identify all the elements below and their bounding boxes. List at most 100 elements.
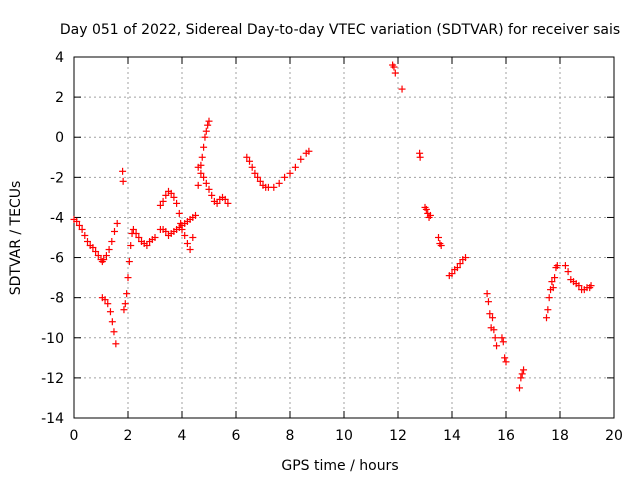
data-point xyxy=(544,306,552,314)
data-point xyxy=(189,234,197,241)
data-point xyxy=(491,334,499,342)
data-point xyxy=(78,225,86,233)
data-point xyxy=(113,219,121,227)
grid-lines xyxy=(74,57,614,418)
data-point xyxy=(183,240,191,248)
data-point xyxy=(208,191,216,199)
data-point xyxy=(156,201,164,209)
data-point xyxy=(516,384,523,392)
data-point xyxy=(256,177,264,185)
data-point xyxy=(483,290,491,298)
data-point xyxy=(502,358,510,366)
x-tick-label: 18 xyxy=(551,428,569,444)
data-point xyxy=(84,238,91,246)
data-point xyxy=(575,282,583,290)
data-point xyxy=(159,197,167,205)
data-point xyxy=(224,199,232,207)
x-tick-label: 12 xyxy=(389,428,407,444)
data-point xyxy=(119,177,127,185)
data-point xyxy=(305,147,313,155)
x-tick-label: 4 xyxy=(178,428,187,444)
data-point xyxy=(205,117,213,125)
data-point xyxy=(564,268,572,276)
x-tick-label: 6 xyxy=(232,428,241,444)
data-point xyxy=(204,121,212,129)
data-point xyxy=(135,234,143,241)
plot-frame xyxy=(73,56,615,419)
data-point xyxy=(121,300,129,308)
data-point xyxy=(548,278,556,286)
data-point xyxy=(170,193,178,201)
x-tick-label: 8 xyxy=(286,428,295,444)
data-point xyxy=(453,264,461,272)
data-point xyxy=(143,242,151,250)
x-tick-label: 14 xyxy=(443,428,461,444)
data-point xyxy=(246,157,253,165)
y-tick-label: -14 xyxy=(41,411,64,427)
data-point xyxy=(456,260,464,268)
data-point xyxy=(167,189,175,197)
data-point xyxy=(92,248,100,256)
data-point xyxy=(587,282,595,290)
data-point xyxy=(213,199,221,207)
data-point xyxy=(553,262,561,270)
data-point xyxy=(200,143,208,151)
data-point xyxy=(186,246,194,254)
x-tick-label: 20 xyxy=(605,428,623,444)
data-point xyxy=(437,242,445,250)
data-point xyxy=(162,191,170,199)
data-point xyxy=(173,199,181,207)
data-point xyxy=(102,252,110,260)
data-point xyxy=(192,211,199,219)
data-point xyxy=(520,366,528,374)
y-tick-label: -4 xyxy=(50,210,64,226)
data-point xyxy=(108,238,116,246)
data-point xyxy=(100,256,108,264)
data-point xyxy=(105,246,113,254)
data-point xyxy=(129,225,137,233)
data-point xyxy=(435,234,442,241)
data-point xyxy=(517,374,525,382)
data-point xyxy=(132,229,140,237)
y-axis-label: SDTVAR / TECUs xyxy=(8,181,24,296)
data-point xyxy=(119,167,127,175)
data-point xyxy=(124,274,132,282)
data-point xyxy=(489,314,496,322)
data-point xyxy=(112,340,120,348)
y-tick-label: -8 xyxy=(50,291,64,307)
data-point xyxy=(108,318,116,326)
data-point xyxy=(243,153,251,161)
data-point xyxy=(89,244,97,252)
data-point xyxy=(162,227,170,235)
data-point xyxy=(486,310,494,318)
data-point xyxy=(181,231,189,239)
chart-title: Day 051 of 2022, Sidereal Day-to-day VTE… xyxy=(60,22,620,38)
y-tick-label: 0 xyxy=(55,130,64,146)
y-tick-label: -6 xyxy=(50,251,64,267)
data-point xyxy=(194,181,202,189)
data-point xyxy=(501,354,509,362)
data-point xyxy=(499,338,507,346)
data-point xyxy=(194,163,202,171)
data-point xyxy=(127,242,135,250)
data-point xyxy=(390,63,398,71)
data-point xyxy=(291,163,299,171)
x-axis-label: GPS time / hours xyxy=(281,458,398,474)
data-point xyxy=(73,217,81,225)
data-point xyxy=(286,169,294,177)
data-point xyxy=(75,221,83,229)
data-point xyxy=(270,183,278,191)
data-point xyxy=(175,209,183,217)
x-tick-label: 16 xyxy=(497,428,515,444)
y-tick-label: -12 xyxy=(41,371,64,387)
data-point xyxy=(201,133,209,141)
data-point xyxy=(81,231,89,239)
data-point xyxy=(197,169,205,177)
data-point xyxy=(202,179,210,187)
data-point xyxy=(561,262,569,270)
data-point xyxy=(545,294,553,302)
data-point xyxy=(202,127,210,135)
data-point xyxy=(221,195,229,203)
data-point xyxy=(543,314,550,322)
